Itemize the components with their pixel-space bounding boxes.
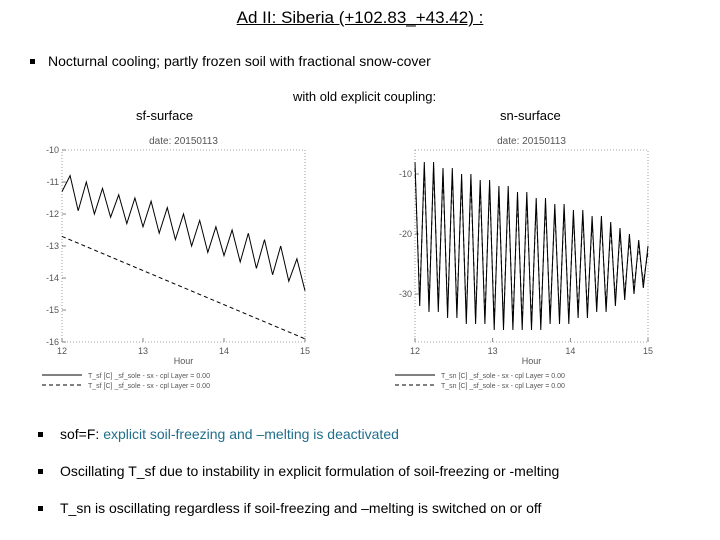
legend-entry: T_sf [C] _sf_sole - sx - cpl Layer = 0.0… [88, 383, 210, 390]
y-tick-label: -12 [46, 209, 59, 219]
x-tick-label: 12 [410, 346, 420, 356]
bullet-2: Oscillating T_sf due to instability in e… [60, 463, 560, 479]
sf-surface-chart: date: 20150113 12 13 14 15 -10 -11 -12 -13 -14 -15… [42, 136, 310, 390]
panel-label-sf: sf-surface [136, 108, 194, 123]
y-tick-label: -14 [46, 273, 59, 283]
slide-title: Ad II: Siberia (+102.83_+43.42) : [236, 8, 484, 27]
x-tick-label: 14 [219, 346, 229, 356]
y-tick-label: -11 [47, 177, 59, 187]
legend-entry: T_sn [C] _sf_sole - sx - cpl Layer = 0.0… [441, 373, 565, 380]
y-tick-label: -16 [46, 337, 59, 347]
legend-entry: T_sf [C] _sf_sole - sx - cpl Layer = 0.0… [88, 373, 210, 380]
plot-frame [414, 149, 649, 343]
x-tick-label: 14 [565, 346, 575, 356]
x-axis-label: Hour [522, 356, 542, 366]
series-line-2 [414, 167, 649, 325]
plot-frame [61, 149, 306, 343]
y-tick-label: -10 [399, 169, 412, 179]
chart-title: date: 20150113 [149, 136, 218, 147]
legend-entry: T_sn [C] _sf_sole - sx - cpl Layer = 0.0… [441, 383, 565, 390]
y-tick-label: -13 [46, 241, 59, 251]
bullet-marker [38, 506, 43, 511]
sn-surface-chart: date: 20150113 12 13 14 15 -10 -20 -30 Hour T_sn … [395, 136, 653, 390]
panel-label-sn: sn-surface [500, 108, 561, 123]
y-tick-label: -30 [399, 289, 412, 299]
y-tick-label: -20 [399, 229, 412, 239]
x-tick-label: 15 [300, 346, 310, 356]
coupling-label: with old explicit coupling: [293, 89, 437, 104]
bullet-1: sof=F: explicit soil-freezing and –melti… [60, 426, 399, 442]
bullet-3: T_sn is oscillating regardless if soil-f… [60, 500, 542, 516]
x-tick-label: 12 [57, 346, 67, 356]
intro-text: Nocturnal cooling; partly frozen soil wi… [48, 53, 431, 69]
series-line-1 [61, 174, 306, 291]
x-tick-label: 13 [488, 346, 498, 356]
bullet-marker [38, 469, 43, 474]
bullet-1-prefix: sof=F: [60, 426, 104, 442]
bullet-marker [38, 432, 43, 437]
x-tick-label: 13 [138, 346, 148, 356]
y-tick-label: -10 [46, 145, 59, 155]
chart-title: date: 20150113 [497, 136, 566, 147]
series-line-1 [414, 161, 649, 331]
series-line-2 [61, 235, 306, 340]
bullet-marker [30, 59, 35, 64]
x-axis-label: Hour [174, 356, 194, 366]
y-tick-label: -15 [46, 305, 59, 315]
bullet-1-text: explicit soil-freezing and –melting is d… [103, 426, 399, 442]
x-tick-label: 15 [643, 346, 653, 356]
